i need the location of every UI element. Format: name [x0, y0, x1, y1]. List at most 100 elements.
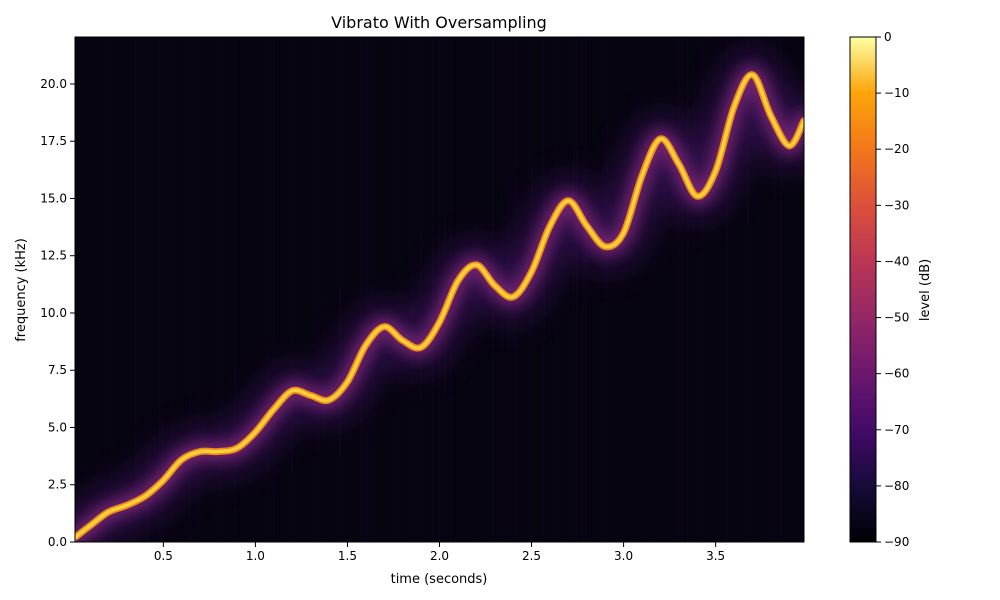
x-axis: 0.5 1.0 1.5 2.0 2.5 3.0 3.5 — [154, 542, 725, 563]
y-tick-label: 10.0 — [40, 306, 67, 320]
noise-streak — [147, 37, 149, 542]
noise-streak — [780, 37, 782, 542]
noise-streak — [621, 37, 623, 542]
chart-title: Vibrato With Oversampling — [331, 13, 547, 32]
noise-streak — [129, 37, 131, 542]
colorbar-ticks: 0 −10 −20 −30 −40 −50 −60 −70 −80 −90 — [876, 30, 909, 549]
y-tick-label: 2.5 — [48, 478, 67, 492]
x-tick-label: 2.0 — [430, 549, 449, 563]
noise-streak — [108, 37, 110, 542]
colorbar-tick-label: −20 — [884, 142, 909, 156]
x-tick-label: 3.5 — [706, 549, 725, 563]
noise-streak — [639, 37, 641, 542]
noise-streak — [162, 37, 164, 542]
noise-streak — [747, 37, 749, 542]
noise-streak — [375, 37, 377, 542]
y-tick-label: 17.5 — [40, 134, 67, 148]
noise-streak — [693, 37, 695, 542]
x-tick-label: 0.5 — [154, 549, 173, 563]
colorbar-tick-label: −90 — [884, 535, 909, 549]
noise-streak — [405, 37, 407, 542]
noise-streak — [678, 37, 680, 542]
noise-streak — [552, 37, 554, 542]
plot-area — [74, 36, 805, 543]
noise-streak — [555, 37, 557, 542]
noise-streak — [366, 37, 368, 542]
noise-streak — [582, 37, 584, 542]
noise-streak — [591, 37, 593, 542]
noise-streak — [663, 37, 665, 542]
colorbar-gradient — [849, 36, 877, 543]
noise-streak — [231, 37, 233, 542]
colorbar-tick-label: −50 — [884, 311, 909, 325]
noise-streak — [756, 37, 758, 542]
noise-streak — [699, 37, 701, 542]
noise-streak — [399, 37, 401, 542]
noise-streak — [261, 37, 263, 542]
x-tick-label: 1.0 — [246, 549, 265, 563]
colorbar-tick-label: −60 — [884, 367, 909, 381]
ridge-layer — [75, 50, 804, 542]
y-tick-label: 15.0 — [40, 191, 67, 205]
noise-streak — [372, 37, 374, 542]
x-tick-label: 1.5 — [338, 549, 357, 563]
y-axis-label: frequency (kHz) — [14, 238, 29, 342]
noise-streak — [702, 37, 704, 542]
noise-streak — [606, 37, 608, 542]
noise-streak — [360, 37, 362, 542]
noise-streak — [198, 37, 200, 542]
noise-streak — [684, 37, 686, 542]
ridge-line — [75, 73, 804, 540]
noise-streak — [726, 37, 728, 542]
noise-streak — [600, 37, 602, 542]
noise-streak — [696, 37, 698, 542]
colorbar-tick-label: 0 — [884, 30, 892, 44]
noise-streak — [585, 37, 587, 542]
noise-streak — [573, 37, 575, 542]
y-axis: 0.0 2.5 5.0 7.5 10.0 12.5 15.0 17.5 20.0 — [40, 77, 75, 549]
noise-streak — [288, 37, 290, 542]
noise-streak — [369, 37, 371, 542]
noise-streak — [303, 37, 305, 542]
noise-streak — [411, 37, 413, 542]
noise-streak — [219, 37, 221, 542]
noise-streak — [324, 37, 326, 542]
noise-streak — [738, 37, 740, 542]
colorbar: 0 −10 −20 −30 −40 −50 −60 −70 −80 −90 level (dB) — [849, 30, 933, 549]
x-tick-label: 2.5 — [522, 549, 541, 563]
colorbar-tick-label: −70 — [884, 423, 909, 437]
noise-streak — [561, 37, 563, 542]
noise-streak — [633, 37, 635, 542]
noise-streak — [195, 37, 197, 542]
noise-streak — [99, 37, 101, 542]
y-tick-label: 7.5 — [48, 363, 67, 377]
noise-streak — [420, 37, 422, 542]
y-tick-label: 0.0 — [48, 535, 67, 549]
x-tick-label: 3.0 — [614, 549, 633, 563]
noise-streak — [753, 37, 755, 542]
colorbar-label: level (dB) — [918, 259, 933, 321]
noise-streak — [687, 37, 689, 542]
noise-streak — [603, 37, 605, 542]
noise-streak — [393, 37, 395, 542]
noise-streak — [297, 37, 299, 542]
x-axis-label: time (seconds) — [391, 572, 488, 587]
y-tick-label: 5.0 — [48, 420, 67, 434]
noise-streak — [123, 37, 125, 542]
noise-streak — [672, 37, 674, 542]
noise-streak — [345, 37, 347, 542]
noise-streak — [138, 37, 140, 542]
noise-streak — [87, 37, 89, 542]
colorbar-tick-label: −10 — [884, 86, 909, 100]
noise-streak — [276, 37, 278, 542]
noise-streak — [675, 37, 677, 542]
noise-streak — [354, 37, 356, 542]
noise-streak — [171, 37, 173, 542]
y-tick-label: 12.5 — [40, 249, 67, 263]
noise-streak — [774, 37, 776, 542]
noise-streak — [681, 37, 683, 542]
noise-streak — [627, 37, 629, 542]
noise-streak — [291, 37, 293, 542]
noise-streak — [111, 37, 113, 542]
